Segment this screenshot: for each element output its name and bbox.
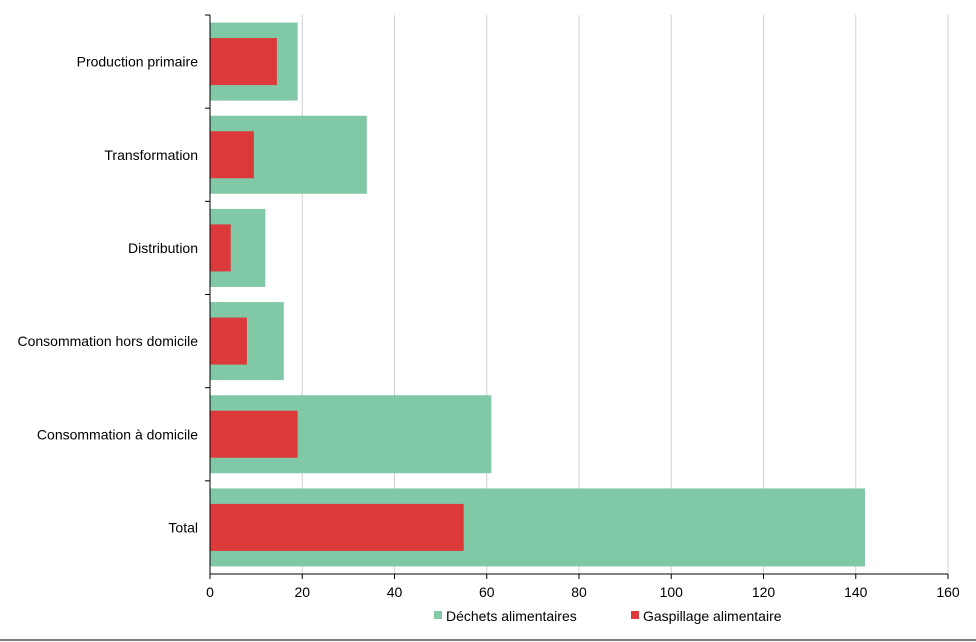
x-tick-label-40: 40 [387, 584, 403, 600]
bar-gaspillage-consommation-a-domicile [210, 410, 298, 458]
x-tick-label-60: 60 [479, 584, 495, 600]
bar-gaspillage-production-primaire [210, 38, 277, 86]
category-label-transformation: Transformation [104, 147, 198, 163]
category-labels: Production primaire Transformation Distrib… [17, 14, 210, 535]
x-ticks: 0 20 40 60 80 100 120 140 160 [206, 574, 960, 600]
gridlines [301, 15, 949, 574]
x-tick-label-20: 20 [294, 584, 310, 600]
bars [210, 22, 865, 567]
x-tick-label-100: 100 [660, 584, 684, 600]
legend: Déchets alimentaires Gaspillage alimenta… [434, 608, 782, 624]
x-tick-label-140: 140 [844, 584, 868, 600]
x-tick-label-80: 80 [571, 584, 587, 600]
bar-gaspillage-distribution [210, 224, 231, 272]
x-tick-label-160: 160 [936, 584, 960, 600]
bar-gaspillage-transformation [210, 131, 254, 179]
bar-gaspillage-total [210, 503, 464, 551]
legend-swatch-dechets [434, 611, 442, 619]
legend-label-dechets: Déchets alimentaires [446, 608, 577, 624]
legend-label-gaspillage: Gaspillage alimentaire [643, 608, 782, 624]
category-label-consommation-hors-domicile: Consommation hors domicile [17, 333, 198, 349]
category-label-consommation-a-domicile: Consommation à domicile [37, 426, 198, 442]
category-label-distribution: Distribution [128, 240, 198, 256]
category-label-production-primaire: Production primaire [77, 54, 199, 70]
x-tick-label-120: 120 [752, 584, 776, 600]
bar-gaspillage-consommation-hors-domicile [210, 317, 247, 365]
legend-swatch-gaspillage [631, 611, 639, 619]
x-tick-label-0: 0 [206, 584, 214, 600]
category-label-total: Total [168, 519, 198, 535]
